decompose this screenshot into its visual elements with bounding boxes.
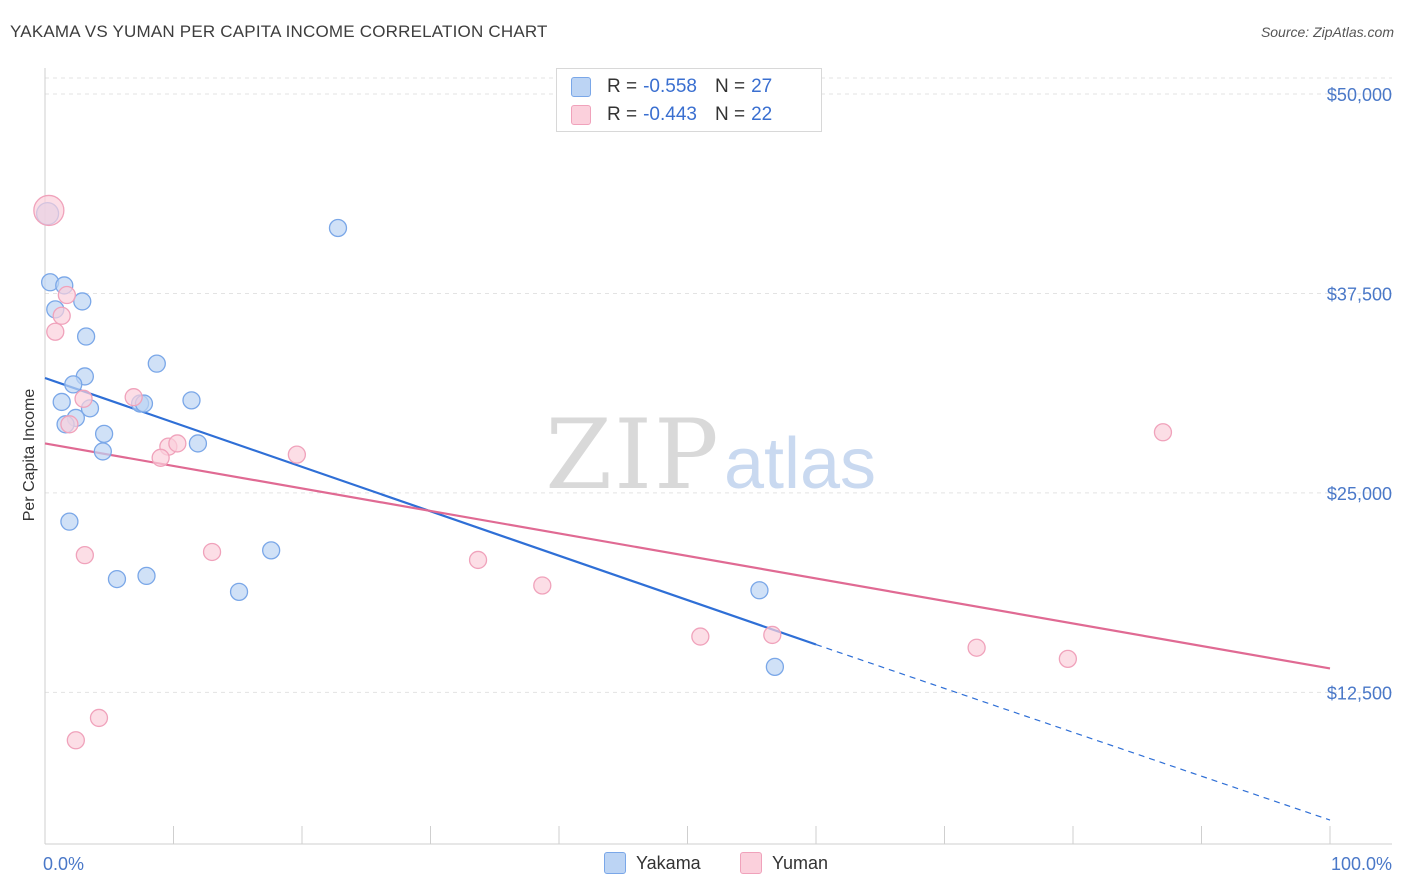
yuman-point [74,389,93,408]
correlation-legend: R = -0.558 N = 27 R = -0.443 N = 22 [556,68,822,132]
yakama-point [107,569,127,589]
legend-row-yakama: R = -0.558 N = 27 [571,73,772,101]
series-legend-yuman: Yuman [740,852,828,874]
yakama-point [93,442,112,461]
yakama-point [76,327,96,346]
yuman-point [60,415,79,434]
yuman-point [57,285,76,305]
yuman-point [33,194,65,227]
yuman-point [168,434,187,453]
watermark-atlas: atlas [724,424,876,504]
grid-lines [45,77,1392,693]
yakama-legend-swatch [604,852,626,874]
data-points [33,194,1173,750]
yuman-swatch [571,105,591,125]
yuman-point [151,448,170,467]
yuman-legend-label: Yuman [772,852,829,873]
r-label: R = [607,76,638,97]
yakama-point [328,218,348,238]
yakama-legend-label: Yakama [636,852,701,873]
yakama-point [64,375,83,394]
watermark-zip: ZIP [545,399,720,511]
yuman-point [46,322,65,341]
yakama-point [765,657,785,677]
x-tick-labels: 0.0% 100.0% [43,854,1392,874]
watermark: ZIP atlas [545,399,876,511]
yuman-point [202,542,222,562]
yuman-point [287,445,307,464]
n-value: 27 [751,76,773,97]
chart-title: YAKAMA VS YUMAN PER CAPITA INCOME CORREL… [10,22,548,41]
y-tick-labels: $12,500 $25,000 $37,500 $50,000 [1327,85,1392,703]
yuman-point [66,731,85,750]
x-tick-label: 100.0% [1331,854,1392,874]
yuman-point [1153,423,1173,442]
yakama-point [188,434,208,453]
yuman-point [89,708,109,728]
yuman-trend-line [44,442,1331,670]
yuman-point [533,576,552,595]
yakama-point [73,292,92,311]
yakama-point [137,566,156,586]
yuman-point [468,550,488,570]
r-label: R = [607,104,638,125]
n-label: N = [714,104,746,125]
y-tick-label: $25,000 [1327,484,1392,504]
y-tick-label: $37,500 [1327,284,1392,304]
yakama-point [60,512,79,531]
y-tick-label: $50,000 [1327,85,1392,105]
r-value: -0.443 [643,104,697,125]
yakama-point [182,391,201,410]
yakama-point [750,581,769,600]
yuman-point [967,638,986,657]
yakama-point [147,354,166,373]
yuman-point [124,388,143,407]
r-value: -0.558 [643,76,697,97]
yakama-point [262,541,281,560]
yakama-point [94,424,114,444]
yakama-trend-extension [815,643,1331,821]
legend-row-yuman: R = -0.443 N = 22 [571,101,772,129]
yakama-point [229,582,249,602]
series-legend-yakama: Yakama [604,852,701,874]
yuman-point [763,625,782,645]
n-label: N = [714,76,746,97]
yakama-point [52,392,71,412]
n-value: 22 [751,104,773,125]
yuman-point [52,306,71,325]
source-label: Source: ZipAtlas.com [1260,24,1394,40]
y-tick-label: $12,500 [1327,683,1392,703]
x-tick-label: 0.0% [43,854,84,874]
yuman-point [1058,649,1078,669]
yakama-swatch [571,77,591,97]
trend-lines [44,376,1331,821]
yuman-legend-swatch [740,852,762,874]
yuman-point [75,546,94,565]
yuman-point [691,627,710,646]
